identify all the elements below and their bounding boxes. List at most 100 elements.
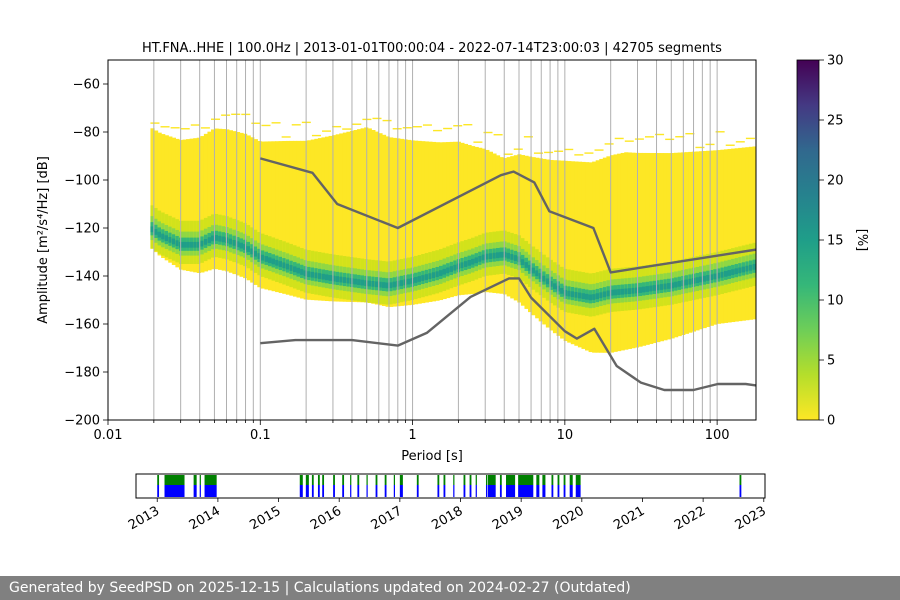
availability-segment-top	[463, 475, 466, 485]
availability-segment-top	[193, 475, 197, 485]
colorbar-ticks: 0 5 10 15 20 25 30	[819, 54, 844, 429]
y-tick-label: −100	[64, 174, 100, 189]
availability-segment-top	[575, 475, 581, 485]
y-axis-label: Amplitude [m²/s⁴/Hz] [dB]	[36, 156, 51, 324]
availability-segment-top	[199, 475, 201, 485]
timeline-year-label: 2018	[429, 504, 465, 534]
availability-segment-top	[551, 475, 554, 485]
availability-segment-bottom	[393, 485, 395, 497]
availability-segment-top	[506, 475, 516, 485]
availability-segment-top	[311, 475, 314, 485]
availability-segment-bottom	[317, 485, 320, 497]
availability-segment-top	[299, 475, 303, 485]
availability-segment-bottom	[518, 485, 534, 497]
availability-segment-top	[475, 475, 477, 485]
availability-segment-bottom	[199, 485, 201, 497]
availability-segment-bottom	[453, 485, 455, 497]
availability-segment-top	[322, 475, 325, 485]
availability-segment-bottom	[399, 485, 403, 497]
availability-segment-bottom	[487, 485, 496, 497]
availability-segment-bottom	[443, 485, 446, 497]
availability-segment-top	[453, 475, 455, 485]
availability-segment-top	[317, 475, 320, 485]
availability-segment-bottom	[204, 485, 217, 497]
availability-segment-top	[357, 475, 360, 485]
availability-segment-top	[393, 475, 395, 485]
timeline-year-label: 2023	[733, 504, 769, 534]
availability-segment-bottom	[569, 485, 573, 497]
availability-segment-bottom	[305, 485, 309, 497]
timeline-year-label: 2021	[611, 504, 647, 534]
colorbar-tick-label: 0	[827, 414, 835, 429]
availability-segment-top	[542, 475, 546, 485]
timeline-year-label: 2015	[247, 504, 283, 534]
colorbar-tick-label: 10	[827, 294, 844, 309]
availability-segment-top	[518, 475, 534, 485]
low-noise-model-line	[260, 277, 756, 392]
availability-segment-top	[157, 475, 160, 485]
availability-segment-bottom	[357, 485, 360, 497]
y-tick-label: −120	[64, 222, 100, 237]
availability-segment-top	[342, 475, 345, 485]
x-axis-label: Period [s]	[401, 449, 463, 464]
availability-segment-bottom	[384, 485, 387, 497]
availability-segment-bottom	[157, 485, 160, 497]
availability-segment-bottom	[557, 485, 560, 497]
y-tick-label: −60	[73, 78, 100, 93]
availability-segment-bottom	[739, 485, 742, 497]
availability-segment-bottom	[311, 485, 314, 497]
timeline-year-ticks: 2013 2014 2015 2016 2017 2018 2019 2020 2021 2022…	[126, 498, 769, 533]
colorbar-tick-label: 20	[827, 174, 844, 189]
availability-segment-bottom	[350, 485, 352, 497]
psd-density-heatmap	[150, 113, 756, 353]
availability-segment-top	[164, 475, 185, 485]
availability-segment-top	[443, 475, 446, 485]
availability-segment-top	[563, 475, 566, 485]
colorbar	[796, 59, 820, 421]
availability-segment-bottom	[542, 485, 546, 497]
availability-segment-bottom	[499, 485, 502, 497]
x-axis-ticks: 0.01 0.1 1 10 100	[94, 420, 730, 443]
availability-segment-top	[366, 475, 368, 485]
timeline-year-label: 2022	[672, 504, 708, 534]
y-axis-ticks: −200 −180 −160 −140 −120 −100 −80 −60	[64, 78, 108, 429]
availability-segment-bottom	[563, 485, 566, 497]
availability-segment-bottom	[551, 485, 554, 497]
availability-segment-top	[416, 475, 419, 485]
availability-segment-top	[469, 475, 472, 485]
y-tick-label: −160	[64, 318, 100, 333]
availability-segment-bottom	[322, 485, 325, 497]
colorbar-tick-label: 5	[827, 354, 835, 369]
availability-segment-bottom	[469, 485, 472, 497]
availability-segment-top	[557, 475, 560, 485]
data-availability-timeline	[157, 475, 742, 497]
availability-segment-bottom	[333, 485, 335, 497]
x-tick-label: 1	[408, 428, 416, 443]
x-tick-label: 0.1	[250, 428, 271, 443]
availability-segment-bottom	[463, 485, 466, 497]
plot-frame	[107, 59, 757, 421]
y-tick-label: −180	[64, 366, 100, 381]
availability-segment-bottom	[193, 485, 197, 497]
availability-segment-bottom	[416, 485, 419, 497]
availability-segment-bottom	[437, 485, 440, 497]
timeline-year-label: 2020	[551, 504, 587, 534]
noise-model-lines	[259, 157, 756, 392]
availability-segment-top	[487, 475, 496, 485]
availability-segment-bottom	[375, 485, 378, 497]
availability-segment-top	[384, 475, 387, 485]
timeline-year-label: 2019	[490, 504, 526, 534]
chart-title: HT.FNA..HHE | 100.0Hz | 2013-01-01T00:00…	[142, 41, 722, 56]
availability-segment-bottom	[536, 485, 540, 497]
colorbar-tick-label: 15	[827, 234, 844, 249]
y-tick-label: −140	[64, 270, 100, 285]
availability-segment-top	[399, 475, 403, 485]
availability-segment-top	[739, 475, 742, 485]
timeline-year-label: 2017	[369, 504, 405, 534]
availability-segment-top	[305, 475, 309, 485]
availability-segment-bottom	[342, 485, 345, 497]
footer-status: Generated by SeedPSD on 2025-12-15 | Cal…	[0, 576, 900, 600]
high-noise-model-line	[259, 157, 756, 274]
availability-segment-top	[350, 475, 352, 485]
